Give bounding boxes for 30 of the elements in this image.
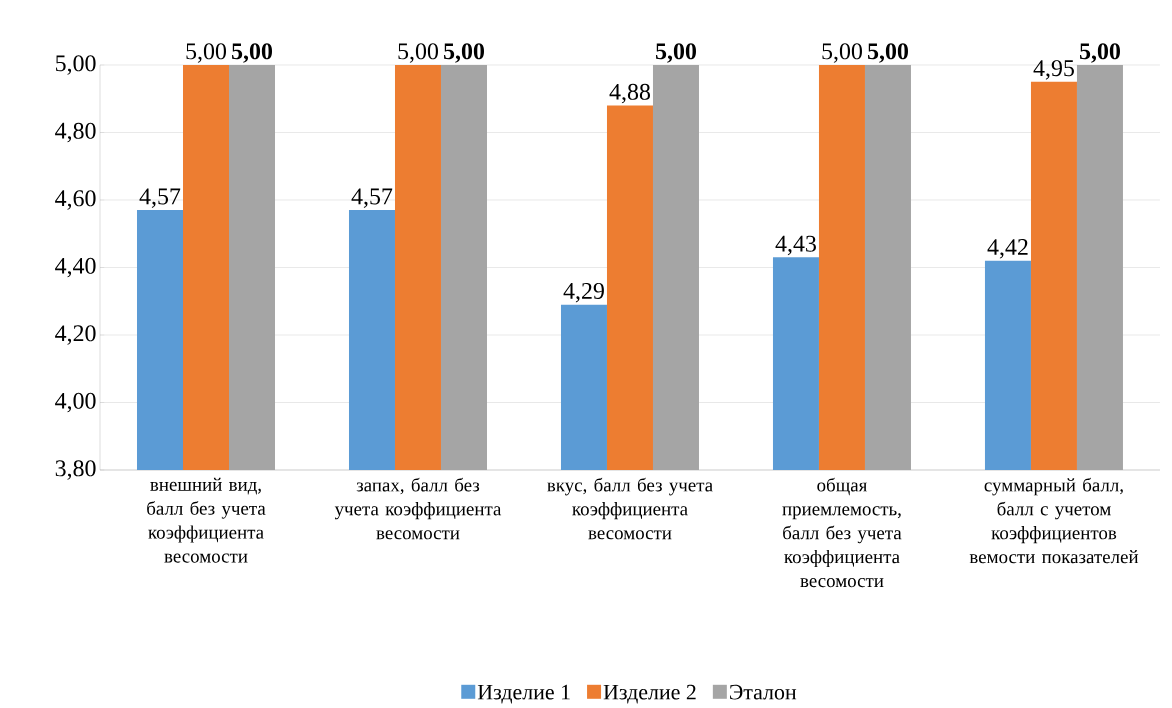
x-tick-label: внешний вид, балл без учета коэффициента весомости	[147, 477, 266, 563]
x-tick-label: запах, балл без учета коэффициента весомости	[334, 477, 502, 540]
x-tick-label: суммарный балл, балл с учетом коэффициентов вемости показателей	[969, 477, 1139, 564]
y-tick-label: 5,00	[56, 55, 96, 75]
data-label: 4,95	[1033, 60, 1074, 80]
y-tick-label: 4,40	[55, 257, 96, 278]
y-tick-label: 4,00	[55, 392, 96, 413]
data-label: 5,00	[822, 43, 862, 63]
data-label: 5,00	[868, 43, 908, 63]
legend-label: Изделие 1	[477, 684, 570, 704]
data-label: 5,00	[444, 43, 484, 63]
data-label: 5,00	[656, 43, 696, 63]
legend-label: Эталон	[730, 684, 797, 700]
legend-label: Изделие 2	[603, 684, 696, 704]
y-tick-label: 4,80	[55, 122, 96, 143]
data-label: 5,00	[232, 43, 273, 63]
y-tick-label: 4,20	[55, 325, 96, 345]
data-label: 4,29	[563, 282, 604, 303]
x-tick-label: вкус, балл без учета коэффициента весомости	[547, 477, 713, 540]
y-tick-label: 4,60	[55, 190, 96, 210]
y-tick-label: 3,80	[55, 460, 96, 480]
data-label: 4,57	[139, 188, 181, 208]
x-tick-label: общая приемлемость, балл без учета коэффициента весомости	[782, 477, 902, 588]
data-label: 4,43	[775, 235, 816, 256]
data-label: 4,88	[609, 83, 650, 104]
data-label: 4,42	[987, 239, 1028, 259]
data-label: 5,00	[186, 43, 227, 63]
data-label: 5,00	[1080, 43, 1120, 63]
data-label: 5,00	[398, 43, 438, 63]
data-label: 4,57	[351, 188, 393, 208]
